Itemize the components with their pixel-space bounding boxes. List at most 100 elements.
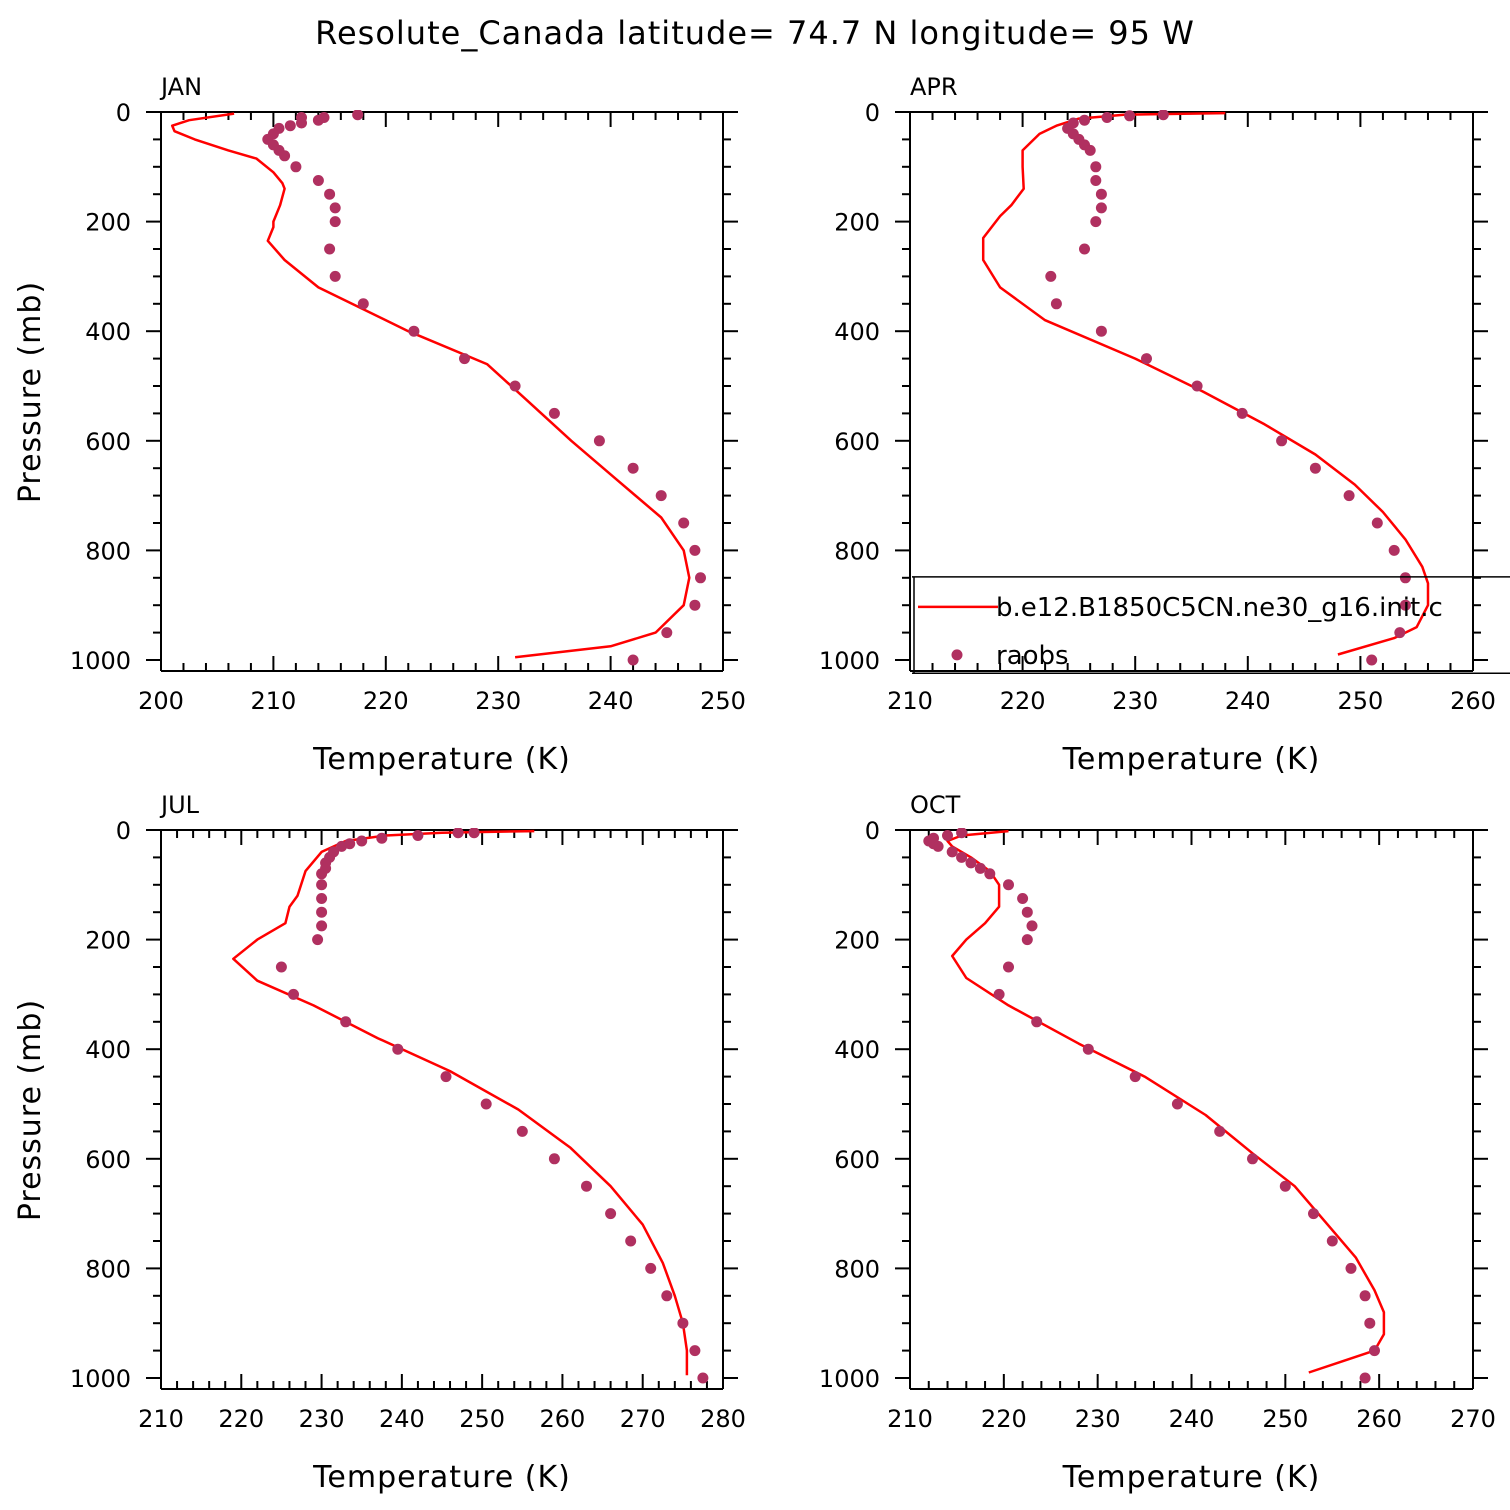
x-tick-label: 260 — [540, 1405, 586, 1433]
raobs-point — [340, 1016, 352, 1028]
x-tick-label: 210 — [250, 687, 296, 715]
y-tick-label: 1000 — [70, 647, 131, 675]
raobs-point — [1191, 380, 1203, 392]
model-profile-line — [170, 112, 691, 659]
raobs-point — [279, 150, 291, 162]
raobs-point — [336, 840, 348, 852]
raobs-point — [1308, 1208, 1319, 1220]
x-tick-label: 220 — [981, 1405, 1027, 1433]
raobs-point — [1124, 110, 1136, 122]
x-tick-label: 260 — [1450, 687, 1496, 715]
y-tick-label: 0 — [116, 99, 131, 127]
raobs-point — [324, 243, 336, 255]
panel-oct: 210 220 230 240 250 260 270 0 200 400 600 800 1000 OC… — [819, 791, 1496, 1495]
raobs-point — [316, 920, 328, 932]
panel-jan: 200 210 220 230 240 250 0 200 400 600 800 1000 JAN Te… — [13, 73, 746, 777]
x-tick-label: 230 — [475, 687, 521, 715]
x-tick-label: 240 — [1225, 687, 1271, 715]
raobs-point — [468, 828, 480, 839]
x-axis-label: Temperature (K) — [1062, 1460, 1321, 1495]
x-tick-label: 240 — [1169, 1405, 1215, 1433]
raobs-point — [1050, 298, 1062, 310]
panel-label: JUL — [159, 791, 200, 819]
raobs-point — [1309, 462, 1321, 474]
raobs-point — [1359, 1290, 1371, 1302]
y-tick-label: 600 — [85, 1146, 131, 1174]
raobs-point — [412, 830, 424, 841]
raobs-point — [1371, 517, 1383, 529]
y-tick-label: 0 — [865, 99, 880, 127]
y-tick-label: 800 — [834, 1255, 880, 1283]
x-tick-label: 210 — [887, 687, 933, 715]
raobs-point — [695, 572, 706, 584]
raobs-point — [1084, 144, 1096, 156]
y-tick-label: 200 — [85, 927, 131, 955]
raobs-point — [627, 654, 639, 666]
raobs-point — [1003, 961, 1014, 973]
raobs-point — [1031, 1016, 1043, 1028]
raobs-point — [1247, 1153, 1258, 1165]
raobs-point — [312, 114, 324, 126]
raobs-point — [1079, 114, 1090, 126]
panel-label: OCT — [910, 791, 961, 819]
x-tick-label: 270 — [620, 1405, 666, 1433]
raobs-point — [697, 1372, 709, 1384]
x-tick-label: 260 — [1356, 1405, 1402, 1433]
x-tick-label: 280 — [700, 1405, 746, 1433]
raobs-point — [1171, 1098, 1183, 1110]
raobs-point — [661, 1290, 673, 1302]
raobs-point — [1090, 161, 1102, 173]
raobs-point — [1017, 893, 1029, 904]
y-tick-label: 400 — [834, 1036, 880, 1064]
y-tick-label: 800 — [834, 537, 880, 565]
raobs-point — [392, 1043, 404, 1055]
raobs-point — [316, 906, 328, 918]
legend-label-model: b.e12.B1850C5CN.ne30_g16.init.c — [996, 593, 1443, 623]
plot-area — [923, 828, 1386, 1384]
raobs-point — [1095, 202, 1107, 214]
raobs-point — [1095, 325, 1107, 337]
raobs-point — [1399, 599, 1411, 611]
y-tick-label: 200 — [85, 209, 131, 237]
y-tick-label: 1000 — [819, 1365, 880, 1393]
raobs-point — [548, 407, 560, 419]
y-tick-label: 800 — [85, 537, 131, 565]
raobs-point — [357, 298, 369, 310]
raobs-point — [942, 830, 953, 841]
raobs-point — [290, 161, 302, 173]
raobs-point — [548, 1153, 560, 1165]
y-tick-label: 1000 — [819, 647, 880, 675]
legend-marker-swatch — [951, 649, 963, 661]
raobs-point — [1394, 627, 1406, 639]
x-tick-label: 240 — [379, 1405, 425, 1433]
raobs-point — [932, 840, 944, 852]
raobs-point — [1101, 112, 1113, 123]
x-tick-label: 210 — [138, 1405, 184, 1433]
x-tick-label: 220 — [218, 1405, 264, 1433]
y-tick-label: 600 — [834, 428, 880, 456]
plot-area — [232, 828, 709, 1384]
x-tick-label: 210 — [887, 1405, 933, 1433]
y-tick-label: 1000 — [70, 1365, 131, 1393]
raobs-point — [1045, 270, 1057, 282]
raobs-point — [1359, 1372, 1371, 1384]
x-axis-label: Temperature (K) — [312, 1460, 571, 1495]
model-profile-line — [232, 829, 689, 1376]
raobs-point — [1157, 110, 1169, 121]
x-tick-label: 250 — [459, 1405, 505, 1433]
panel-apr: 210 220 230 240 250 260 0 200 400 600 800 1000 APR Te… — [819, 73, 1510, 777]
raobs-point — [376, 832, 388, 844]
raobs-point — [1399, 572, 1411, 584]
raobs-point — [627, 462, 639, 474]
raobs-point — [275, 961, 287, 973]
x-tick-label: 250 — [1262, 1405, 1308, 1433]
panel-jul: 210 220 230 240 250 260 270 280 0 200 400 600 800 100… — [13, 791, 746, 1495]
y-axis-label: Pressure (mb) — [13, 999, 48, 1221]
x-tick-label: 200 — [138, 687, 184, 715]
raobs-point — [1129, 1071, 1141, 1083]
x-tick-label: 270 — [1450, 1405, 1496, 1433]
y-tick-label: 0 — [116, 817, 131, 845]
raobs-point — [288, 988, 299, 1000]
model-profile-line — [981, 111, 1430, 656]
